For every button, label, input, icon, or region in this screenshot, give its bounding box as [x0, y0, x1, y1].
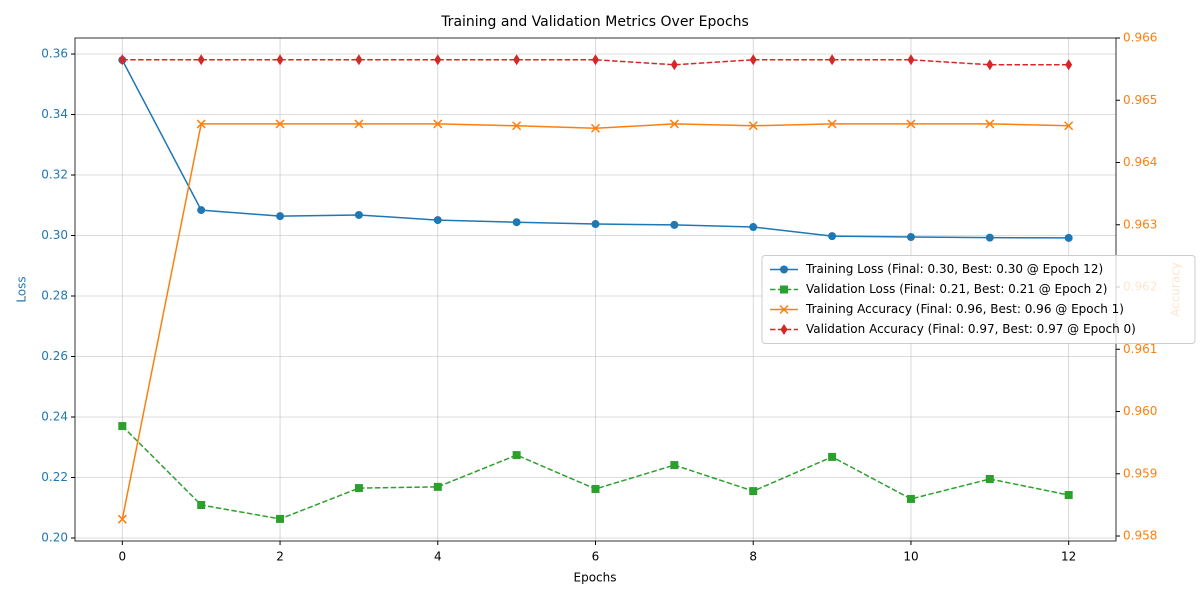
marker: [779, 304, 789, 315]
marker: [985, 474, 994, 483]
legend-label: Training Loss (Final: 0.30, Best: 0.30 @…: [805, 262, 1103, 276]
marker: [276, 212, 285, 221]
marker: [197, 501, 206, 510]
marker: [748, 121, 758, 131]
x-tick-label: 8: [749, 550, 757, 564]
marker: [907, 54, 915, 66]
marker: [354, 484, 363, 493]
marker: [355, 54, 363, 66]
marker: [591, 220, 600, 229]
marker: [197, 54, 205, 66]
marker: [749, 54, 757, 66]
marker: [196, 119, 206, 129]
marker: [354, 210, 363, 219]
legend-label: Training Accuracy (Final: 0.96, Best: 0.…: [805, 302, 1124, 316]
y-tick-label: 0.26: [41, 349, 68, 363]
marker: [670, 461, 679, 470]
y2-tick-label: 0.966: [1123, 31, 1157, 45]
marker: [118, 54, 126, 66]
x-tick-label: 6: [592, 550, 600, 564]
chart-title: Training and Validation Metrics Over Epo…: [440, 14, 749, 30]
marker: [513, 54, 521, 66]
y2-tick-label: 0.963: [1123, 217, 1157, 231]
legend: Training Loss (Final: 0.30, Best: 0.30 @…: [761, 255, 1196, 344]
y2-tick-label: 0.961: [1123, 342, 1157, 356]
marker: [1064, 233, 1073, 242]
marker: [117, 514, 127, 524]
marker: [1065, 59, 1073, 71]
marker: [749, 487, 758, 496]
legend-box: [761, 255, 1196, 344]
marker: [906, 119, 916, 129]
y-tick-label: 0.34: [41, 107, 68, 121]
marker: [828, 54, 836, 66]
marker: [749, 223, 758, 232]
marker: [433, 482, 442, 491]
marker: [276, 54, 284, 66]
marker: [828, 452, 837, 461]
marker: [906, 494, 915, 503]
y2-tick-label: 0.965: [1123, 93, 1157, 107]
marker: [827, 119, 837, 129]
marker: [512, 451, 521, 460]
x-tick-label: 10: [903, 550, 918, 564]
y-tick-label: 0.20: [41, 530, 68, 544]
y2-tick-label: 0.958: [1123, 529, 1157, 543]
y-tick-label: 0.32: [41, 168, 68, 182]
x-axis-label: Epochs: [574, 571, 617, 585]
y2-tick-label: 0.964: [1123, 155, 1157, 169]
y-tick-label: 0.28: [41, 289, 68, 303]
marker: [1064, 491, 1073, 500]
marker: [670, 59, 678, 71]
y-tick-label: 0.36: [41, 47, 68, 61]
marker: [985, 233, 994, 242]
marker: [780, 285, 788, 294]
marker: [354, 119, 364, 129]
legend-label: Validation Loss (Final: 0.21, Best: 0.21…: [806, 282, 1107, 296]
y2-tick-label: 0.960: [1123, 404, 1157, 418]
marker: [592, 54, 599, 66]
marker: [512, 218, 521, 227]
marker: [512, 121, 522, 131]
marker: [985, 119, 995, 129]
x-tick-label: 12: [1061, 550, 1076, 564]
marker: [590, 123, 601, 133]
marker: [118, 422, 127, 431]
y2-tick-label: 0.959: [1123, 466, 1157, 480]
x-tick-label: 4: [434, 550, 442, 564]
marker: [275, 119, 285, 129]
marker: [197, 206, 206, 215]
marker: [670, 220, 679, 229]
legend-label: Validation Accuracy (Final: 0.97, Best: …: [806, 322, 1136, 336]
y-tick-label: 0.30: [41, 228, 68, 242]
marker: [828, 232, 837, 241]
marker: [669, 119, 679, 129]
marker: [433, 216, 442, 225]
marker: [433, 119, 443, 129]
marker: [780, 265, 788, 274]
marker: [906, 233, 915, 242]
y-tick-label: 0.22: [41, 470, 68, 484]
y-axis-label: Loss: [15, 276, 29, 302]
marker: [591, 484, 600, 493]
marker: [434, 54, 442, 66]
x-tick-label: 0: [118, 550, 126, 564]
marker: [276, 514, 285, 523]
marker: [780, 324, 788, 335]
y-tick-label: 0.24: [41, 409, 68, 423]
marker: [986, 59, 994, 71]
marker: [1064, 121, 1074, 131]
x-tick-label: 2: [276, 550, 284, 564]
